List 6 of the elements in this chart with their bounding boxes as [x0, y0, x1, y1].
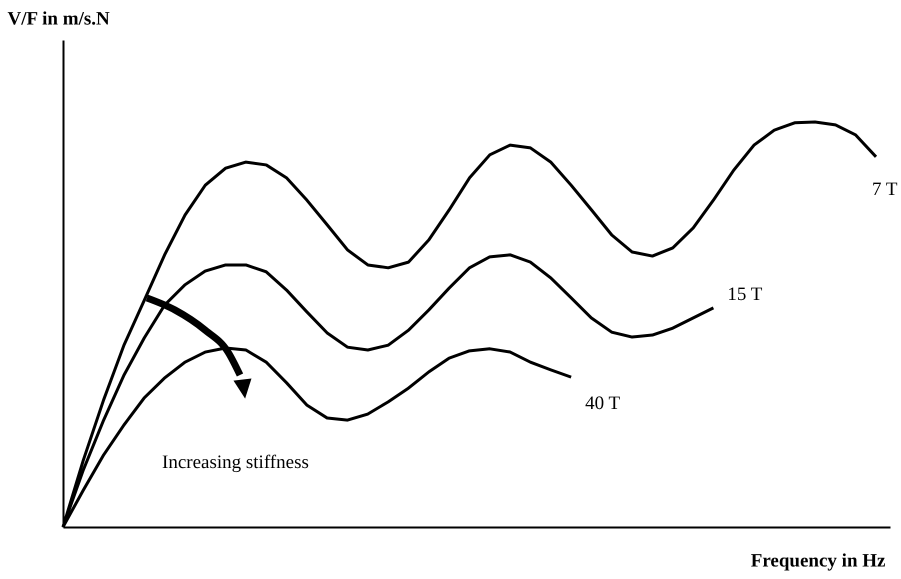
- series-label: 40 T: [585, 393, 621, 414]
- y-axis-title: V/F in m/s.N: [8, 8, 110, 30]
- annotation: Increasing stiffness: [162, 452, 309, 473]
- x-axis-title: Frequency in Hz: [750, 550, 886, 572]
- series-label: 7 T: [872, 178, 898, 200]
- series-label: 15 T: [727, 284, 763, 305]
